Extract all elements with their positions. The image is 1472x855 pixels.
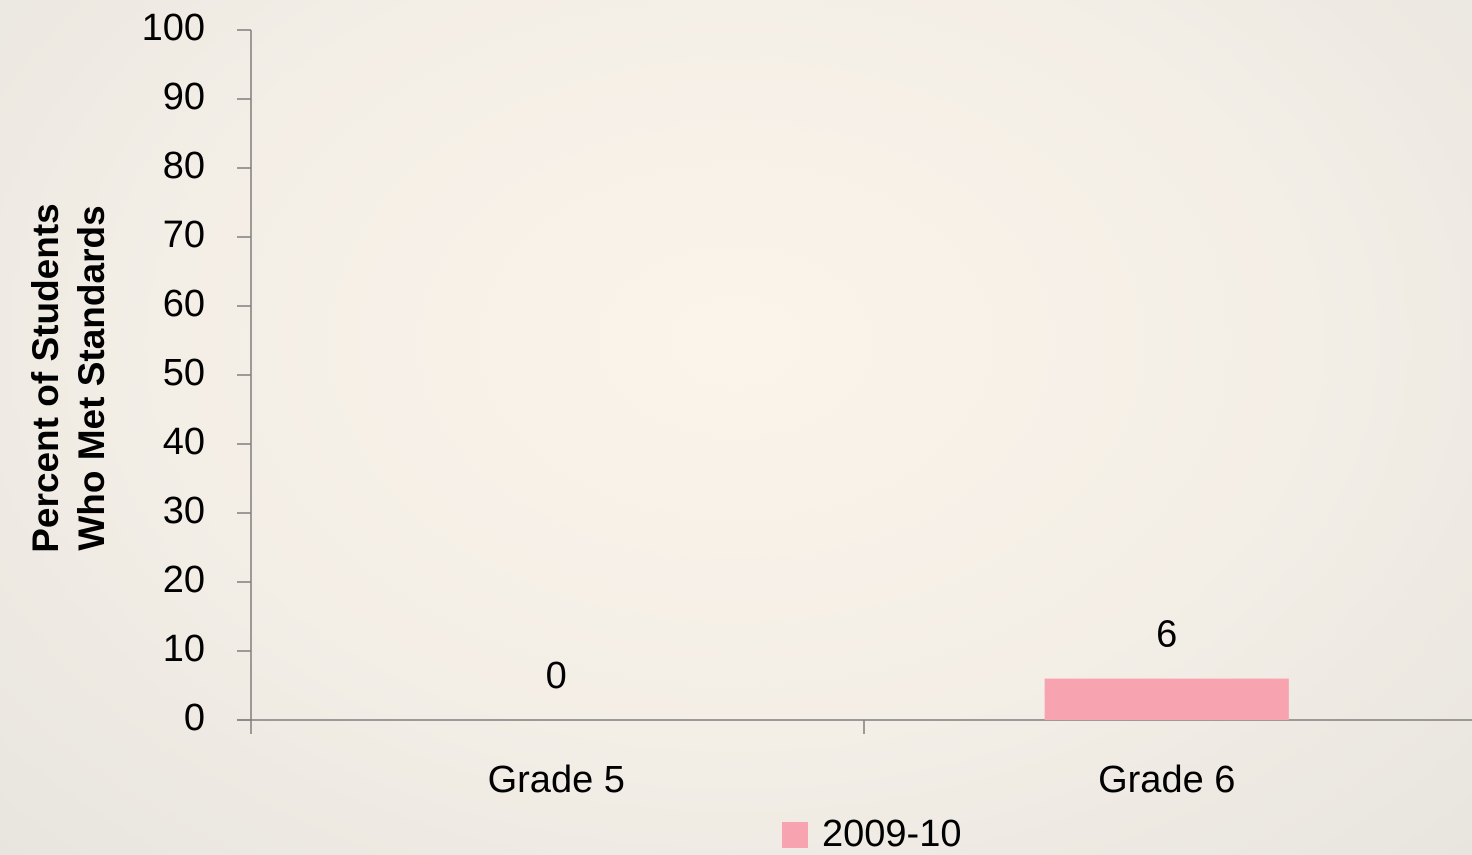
legend-label: 2009-10 xyxy=(822,813,961,855)
legend-swatch xyxy=(782,822,808,848)
y-tick-label: 0 xyxy=(184,697,205,739)
y-tick-label: 20 xyxy=(163,559,205,601)
y-tick-label: 30 xyxy=(163,490,205,532)
y-tick-label: 10 xyxy=(163,628,205,670)
y-axis-title-line: Who Met Standards xyxy=(71,205,112,550)
y-tick-label: 70 xyxy=(163,214,205,256)
y-tick-label: 90 xyxy=(163,76,205,118)
x-tick-label: Grade 6 xyxy=(1098,759,1235,801)
y-tick-label: 40 xyxy=(163,421,205,463)
y-tick-label: 100 xyxy=(142,7,205,49)
x-tick-label: Grade 5 xyxy=(488,759,625,801)
y-tick-label: 80 xyxy=(163,145,205,187)
data-label: 0 xyxy=(546,655,567,697)
data-label: 6 xyxy=(1156,614,1177,656)
y-axis-title: Percent of Students Who Met Standards xyxy=(25,203,112,553)
y-tick-label: 60 xyxy=(163,283,205,325)
y-tick-label: 50 xyxy=(163,352,205,394)
y-axis-title-line: Percent of Students xyxy=(25,203,66,553)
bar xyxy=(1044,678,1289,720)
